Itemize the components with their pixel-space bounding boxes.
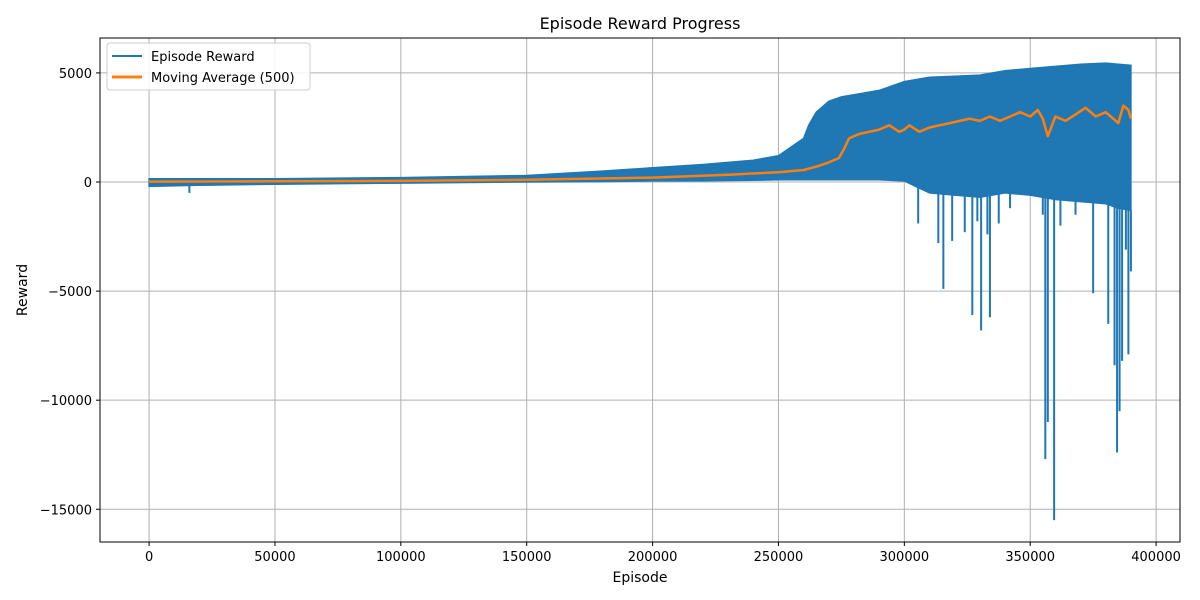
x-tick-label: 400000 (1131, 550, 1181, 565)
plot-frame (99, 37, 1181, 543)
x-tick-label: 200000 (628, 550, 678, 565)
y-tick-label: −10000 (40, 394, 92, 409)
y-axis-label: Reward (15, 264, 31, 316)
legend: Episode Reward Moving Average (500) (106, 42, 311, 91)
y-tick-label: −5000 (48, 285, 92, 300)
x-tick-label: 150000 (502, 550, 552, 565)
moving-average-line (149, 104, 1133, 183)
y-tick-label: 0 (84, 176, 92, 191)
plot-area (148, 62, 1133, 521)
x-tick-label: 50000 (254, 550, 295, 565)
x-tick-label: 250000 (754, 550, 804, 565)
legend-box (106, 42, 311, 91)
legend-label-episode-reward: Episode Reward (151, 50, 255, 65)
x-tick-label: 100000 (376, 550, 426, 565)
chart-title: Episode Reward Progress (540, 14, 741, 33)
x-tick-label: 300000 (880, 550, 930, 565)
x-tick-label: 0 (145, 550, 153, 565)
x-tick-label: 350000 (1005, 550, 1055, 565)
x-axis-label: Episode (613, 570, 668, 586)
y-tick-label: −15000 (40, 503, 92, 518)
y-tick-label: 5000 (59, 67, 92, 82)
legend-label-moving-average: Moving Average (500) (151, 71, 295, 86)
ticks: 0 50000 100000 150000 200000 250000 300000 3500… (40, 67, 1181, 565)
